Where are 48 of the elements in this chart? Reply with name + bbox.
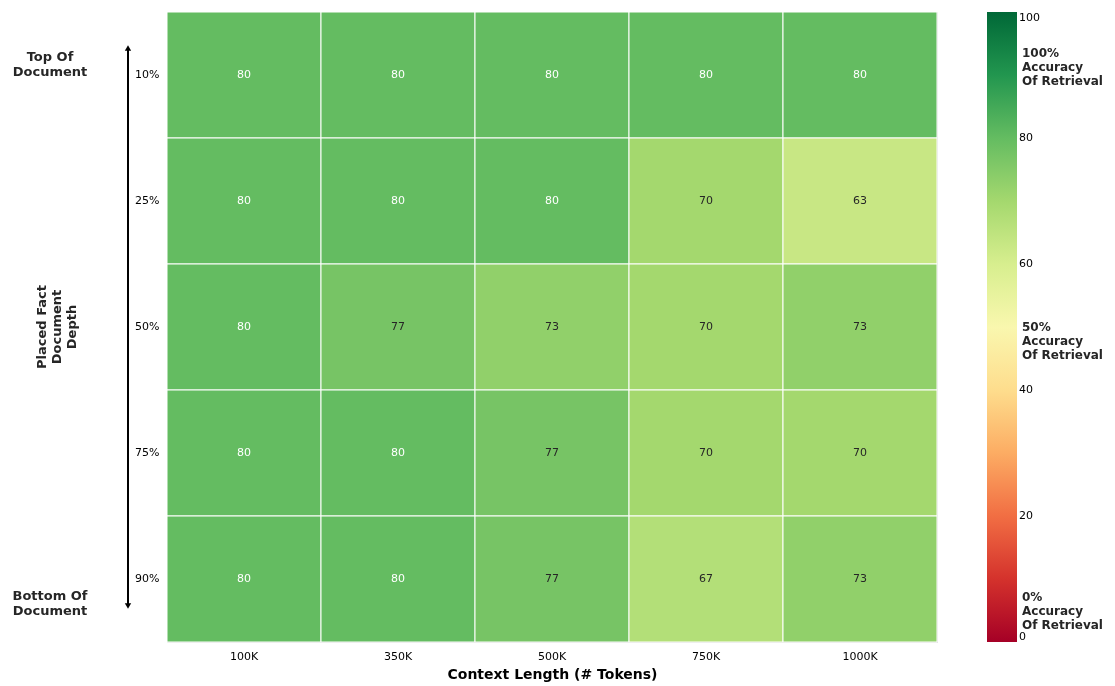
data-label: 73 [853, 572, 867, 585]
y-tick-label: 50% [135, 320, 160, 333]
y-tick-label: 90% [135, 572, 160, 585]
y-tick-label: 25% [135, 194, 160, 207]
data-label: 80 [237, 572, 251, 585]
color-bar-label: 20 [1019, 509, 1033, 522]
text: 0% Accuracy Of Retrieval [1022, 590, 1103, 632]
data-label: 80 [237, 320, 251, 333]
color-bar-label: 60 [1019, 257, 1033, 270]
data-label: 80 [237, 446, 251, 459]
data-label: 73 [853, 320, 867, 333]
color-bar-label: 80 [1019, 131, 1033, 144]
data-label: 67 [699, 572, 713, 585]
color-bar-label: 40 [1019, 383, 1033, 396]
y-tick-label: 75% [135, 446, 160, 459]
x-tick-label: 100K [229, 649, 259, 663]
data-label: 70 [699, 446, 713, 459]
color-bar-label: 0 [1019, 630, 1026, 643]
x-tick-label: 1000K [842, 649, 879, 663]
data-label: 70 [699, 320, 713, 333]
data-label: 77 [545, 446, 559, 459]
text: 50% Accuracy Of Retrieval [1022, 320, 1103, 362]
x-axis-title: Context Length (# Tokens) [447, 665, 658, 682]
data-label: 80 [391, 68, 405, 81]
data-label: 80 [545, 194, 559, 207]
data-label: 80 [237, 68, 251, 81]
text: Bottom Of Document [12, 588, 88, 618]
data-label: 63 [853, 194, 867, 207]
data-label: 80 [545, 68, 559, 81]
data-label: 70 [699, 194, 713, 207]
data-label: 80 [391, 194, 405, 207]
x-tick-label: 350K [383, 649, 413, 663]
data-label: 80 [699, 68, 713, 81]
x-tick-label: 500K [537, 649, 567, 663]
data-label: 77 [545, 572, 559, 585]
data-label: 80 [391, 446, 405, 459]
data-label: 80 [237, 194, 251, 207]
data-label: 80 [391, 572, 405, 585]
data-label: 70 [853, 446, 867, 459]
data-label: 77 [391, 320, 405, 333]
x-tick-label: 750K [691, 649, 721, 663]
color-bar-label: 100 [1019, 11, 1040, 24]
data-label: 80 [853, 68, 867, 81]
text: 100% Accuracy Of Retrieval [1022, 46, 1103, 88]
data-label: 73 [545, 320, 559, 333]
y-tick-label: 10% [135, 68, 160, 81]
text: Top Of Document [12, 49, 88, 79]
y-axis-title: Placed Fact Document Depth [34, 285, 79, 369]
